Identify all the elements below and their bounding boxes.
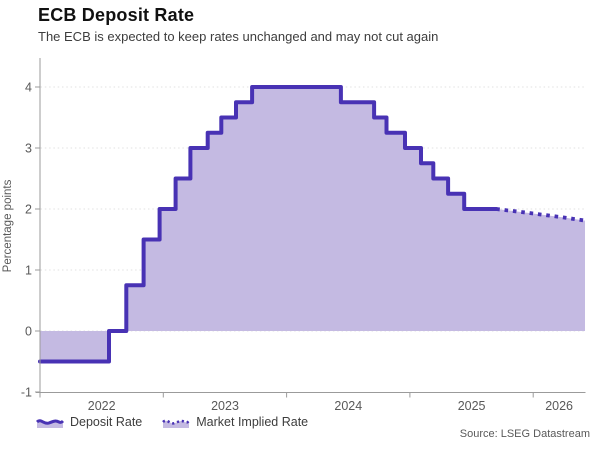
x-tick-label: 2022 xyxy=(88,399,116,413)
y-tick-label: 2 xyxy=(25,202,32,216)
source-credit: Source: LSEG Datastream xyxy=(459,428,590,440)
legend-label-market-implied-rate: Market Implied Rate xyxy=(196,415,309,429)
y-tick-label: 3 xyxy=(25,141,32,155)
x-tick-label: 2024 xyxy=(334,399,362,413)
x-tick-label: 2025 xyxy=(458,399,486,413)
y-tick-label: -1 xyxy=(21,385,32,399)
legend-item-market-implied-rate: Market Implied Rate xyxy=(162,415,308,429)
legend-label-deposit-rate: Deposit Rate xyxy=(70,415,143,429)
chart-title: ECB Deposit Rate xyxy=(38,5,195,25)
area-fill xyxy=(40,87,585,362)
chart-subtitle: The ECB is expected to keep rates unchan… xyxy=(38,29,439,44)
legend: Deposit Rate Market Implied Rate xyxy=(36,415,308,429)
y-tick-label: 4 xyxy=(25,80,32,94)
legend-item-deposit-rate: Deposit Rate xyxy=(36,415,142,429)
deposit-rate-line xyxy=(38,85,499,364)
y-tick-label: 1 xyxy=(25,263,32,277)
x-tick-label: 2026 xyxy=(545,399,573,413)
y-axis-title: Percentage points xyxy=(2,179,14,272)
x-tick-label: 2023 xyxy=(211,399,239,413)
y-tick-label: 0 xyxy=(25,324,32,338)
deposit-rate-line-icon xyxy=(36,418,64,428)
market-implied-rate-dotted-icon xyxy=(162,418,191,428)
